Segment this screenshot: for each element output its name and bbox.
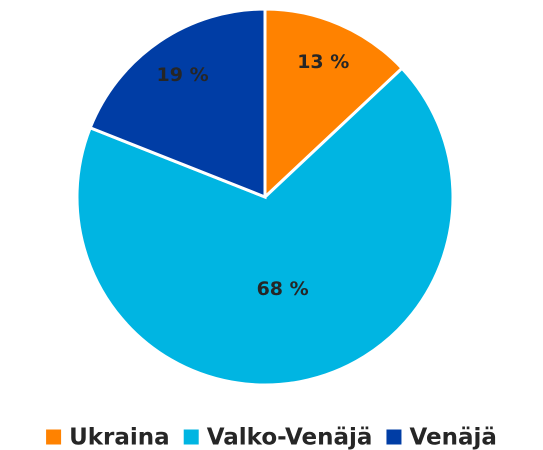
pie-slice xyxy=(75,66,455,387)
legend-swatch xyxy=(46,429,62,445)
slice-label: 68 % xyxy=(257,278,309,300)
slice-label: 13 % xyxy=(297,51,349,73)
legend-label: Venäjä xyxy=(409,425,496,450)
legend-label: Valko-Venäjä xyxy=(207,425,373,450)
legend-label: Ukraina xyxy=(69,425,170,450)
slice-label: 19 % xyxy=(157,64,209,86)
legend-swatch xyxy=(386,429,402,445)
legend-swatch xyxy=(183,429,199,445)
legend: Ukraina Valko-Venäjä Venäjä xyxy=(46,425,497,450)
pie-slice xyxy=(263,7,405,201)
pie-slice xyxy=(88,7,267,200)
